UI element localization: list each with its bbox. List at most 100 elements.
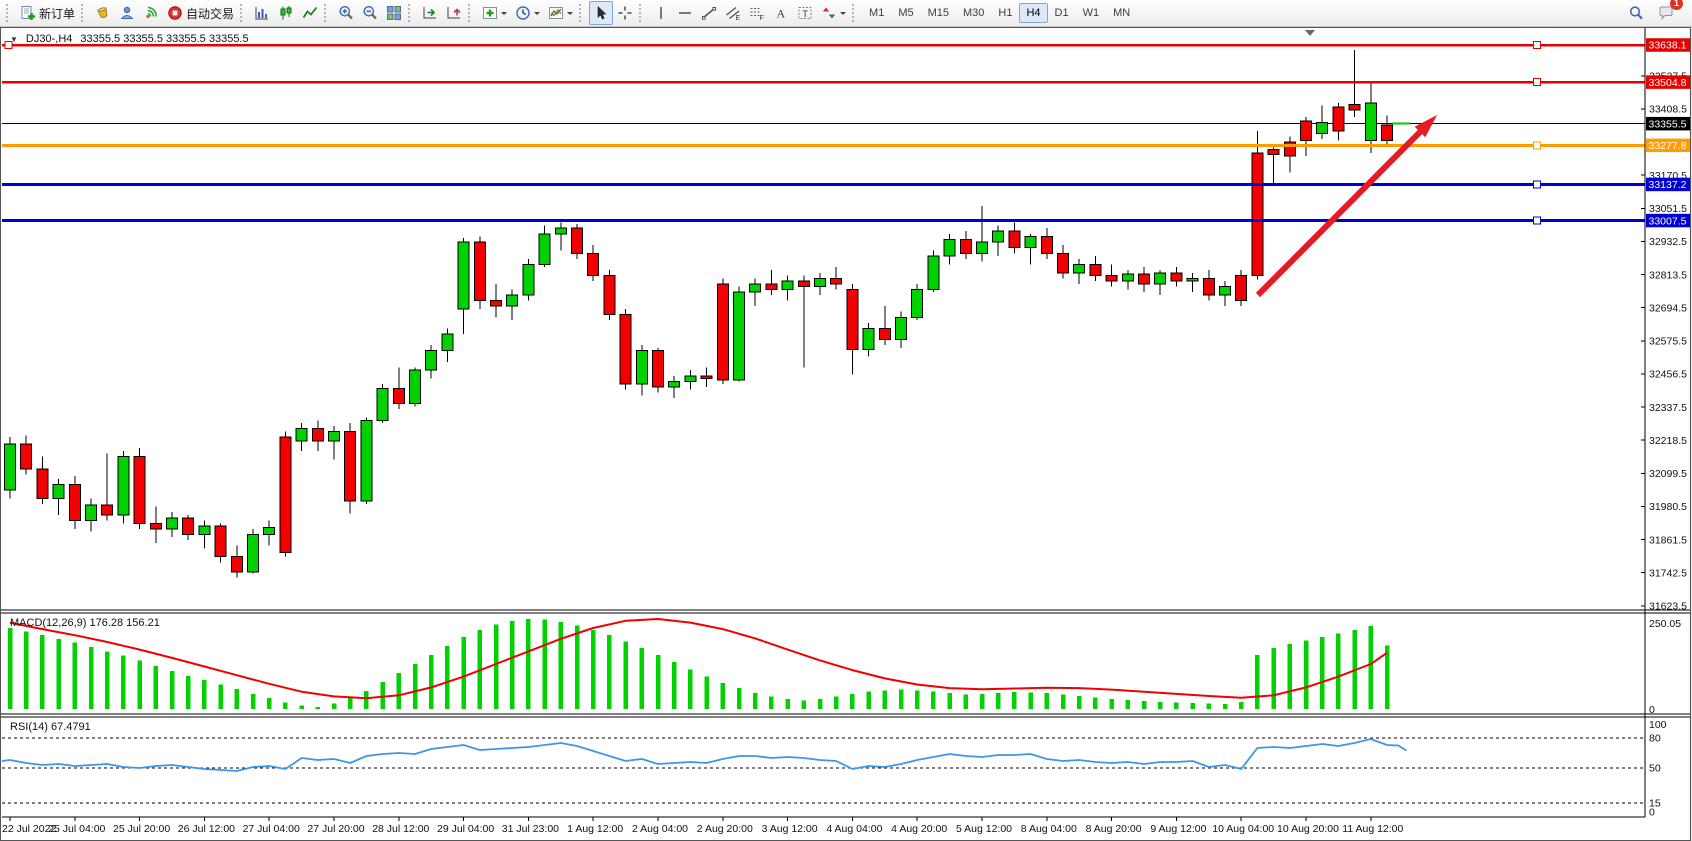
svg-text:27 Jul 20:00: 27 Jul 20:00	[307, 823, 364, 835]
toolbar-grip[interactable]	[468, 4, 474, 22]
toolbar-grip[interactable]	[81, 4, 87, 22]
community-button[interactable]	[115, 1, 139, 25]
timeframe-MN-button[interactable]: MN	[1113, 7, 1131, 19]
svg-text:15: 15	[1649, 798, 1661, 810]
svg-text:A: A	[777, 7, 786, 21]
chart-canvas[interactable]: 33527.533408.533170.533051.532932.532813…	[0, 27, 1692, 841]
toolbar-grip[interactable]	[324, 4, 330, 22]
templates-icon	[549, 7, 564, 19]
fibonacci-icon: F	[750, 8, 764, 21]
chart-dropdown-arrow[interactable]: ▼	[10, 34, 18, 44]
svg-text:33638.1: 33638.1	[1649, 40, 1687, 52]
svg-text:10 Aug 04:00: 10 Aug 04:00	[1212, 823, 1274, 835]
zoom-in-button[interactable]	[334, 1, 358, 25]
line-handle[interactable]	[1533, 41, 1541, 49]
arrows-tool-button[interactable]	[817, 1, 850, 25]
svg-text:T: T	[802, 9, 808, 20]
tile-windows-button[interactable]	[382, 1, 406, 25]
timeframe-M1-button[interactable]: M1	[869, 7, 885, 19]
svg-text:33137.2: 33137.2	[1649, 179, 1687, 191]
svg-text:E: E	[736, 15, 741, 21]
rsi-line	[1, 738, 1407, 772]
line-chart-icon	[302, 6, 318, 18]
line-handle[interactable]	[1533, 78, 1541, 87]
svg-text:32456.5: 32456.5	[1649, 369, 1687, 381]
price-badges: 33638.1 33504.8 33277.8 33137.2 33007.5 33355…	[1646, 38, 1691, 228]
svg-text:33504.8: 33504.8	[1649, 77, 1687, 89]
trend-arrow-annotation[interactable]	[1255, 115, 1437, 298]
line-handle[interactable]	[1533, 180, 1541, 189]
periods-menu-button[interactable]	[511, 1, 544, 25]
zoom-in-icon	[339, 6, 353, 20]
toolbar: 新订单 自动交易 E F A T M1 M5 M15 M30 H1 H4 D1 W1 MN 1	[0, 0, 1692, 27]
toolbar-grip[interactable]	[408, 4, 414, 22]
dropdown-arrow-icon[interactable]	[840, 12, 847, 18]
svg-text:32337.5: 32337.5	[1649, 402, 1687, 414]
svg-text:31861.5: 31861.5	[1649, 534, 1687, 546]
svg-text:4 Aug 04:00: 4 Aug 04:00	[826, 823, 882, 835]
timeframe-W1-button[interactable]: W1	[1082, 7, 1100, 19]
toolbar-grip[interactable]	[240, 4, 246, 22]
bar-chart-mode-button[interactable]	[250, 1, 274, 25]
messages-button[interactable]: 1	[1654, 0, 1683, 25]
timeframe-M15-button[interactable]: M15	[927, 7, 949, 19]
tile-windows-icon	[387, 6, 402, 20]
svg-text:31742.5: 31742.5	[1649, 567, 1687, 579]
candle-chart-mode-button[interactable]	[274, 1, 298, 25]
timeframe-H4-button[interactable]: H4	[1019, 3, 1048, 23]
toolbar-grip[interactable]	[579, 4, 585, 22]
macd-signal-line	[9, 618, 1388, 700]
indicators-menu-button[interactable]	[478, 1, 511, 25]
timeframe-M30-button[interactable]: M30	[963, 7, 985, 19]
auto-scroll-button[interactable]	[418, 1, 442, 25]
templates-menu-button[interactable]	[544, 1, 577, 25]
search-button[interactable]	[1624, 1, 1648, 25]
label-tool-button[interactable]: T	[793, 1, 817, 25]
svg-text:5 Aug 12:00: 5 Aug 12:00	[956, 823, 1012, 835]
candle-chart-icon	[280, 6, 292, 20]
crosshair-tool-button[interactable]	[613, 1, 637, 25]
toolbar-grip[interactable]	[6, 4, 12, 22]
svg-text:22 Jul 2022: 22 Jul 2022	[2, 823, 56, 835]
toolbar-grip[interactable]	[639, 4, 645, 22]
vline-tool-button[interactable]	[649, 1, 673, 25]
cursor-tool-button[interactable]	[589, 1, 614, 25]
svg-text:4 Aug 20:00: 4 Aug 20:00	[891, 823, 947, 835]
line-handle[interactable]	[4, 41, 13, 49]
styles-button[interactable]	[91, 1, 115, 25]
svg-text:33355.5: 33355.5	[1649, 118, 1687, 130]
bar-chart-icon	[255, 7, 269, 20]
signals-button[interactable]	[139, 1, 163, 25]
auto-scroll-icon	[423, 7, 437, 19]
dropdown-arrow-icon[interactable]	[567, 12, 574, 18]
timeframe-M5-button[interactable]: M5	[898, 7, 914, 19]
line-chart-mode-button[interactable]	[298, 1, 322, 25]
macd-indicator-label: MACD(12,26,9) 176.28 156.21	[10, 617, 160, 629]
svg-text:1 Aug 12:00: 1 Aug 12:00	[567, 823, 623, 835]
chart-shift-marker[interactable]	[1305, 30, 1315, 36]
line-handle[interactable]	[1533, 216, 1541, 225]
new-order-button[interactable]: 新订单	[16, 1, 79, 25]
dropdown-arrow-icon[interactable]	[534, 12, 541, 18]
toolbar-grip[interactable]	[852, 4, 858, 22]
dropdown-arrow-icon[interactable]	[501, 12, 508, 18]
svg-text:29 Jul 04:00: 29 Jul 04:00	[437, 823, 494, 835]
channel-tool-button[interactable]: E	[721, 1, 745, 25]
zoom-out-button[interactable]	[358, 1, 382, 25]
fibonacci-tool-button[interactable]: F	[745, 1, 769, 25]
timeframe-H1-button[interactable]: H1	[998, 7, 1013, 19]
trendline-tool-button[interactable]	[697, 1, 721, 25]
svg-text:80: 80	[1649, 733, 1661, 745]
chat-icon	[1659, 6, 1673, 20]
line-handle[interactable]	[1533, 141, 1541, 150]
hline-tool-button[interactable]	[673, 1, 697, 25]
autotrading-button[interactable]: 自动交易	[163, 1, 238, 25]
text-tool-button[interactable]: A	[769, 1, 793, 25]
timeframe-D1-button[interactable]: D1	[1054, 7, 1069, 19]
svg-text:50: 50	[1649, 763, 1661, 775]
autotrading-label: 自动交易	[186, 6, 235, 21]
chart-shift-button[interactable]	[442, 1, 466, 25]
horizontal-line-icon	[679, 12, 692, 14]
svg-text:32218.5: 32218.5	[1649, 435, 1687, 447]
